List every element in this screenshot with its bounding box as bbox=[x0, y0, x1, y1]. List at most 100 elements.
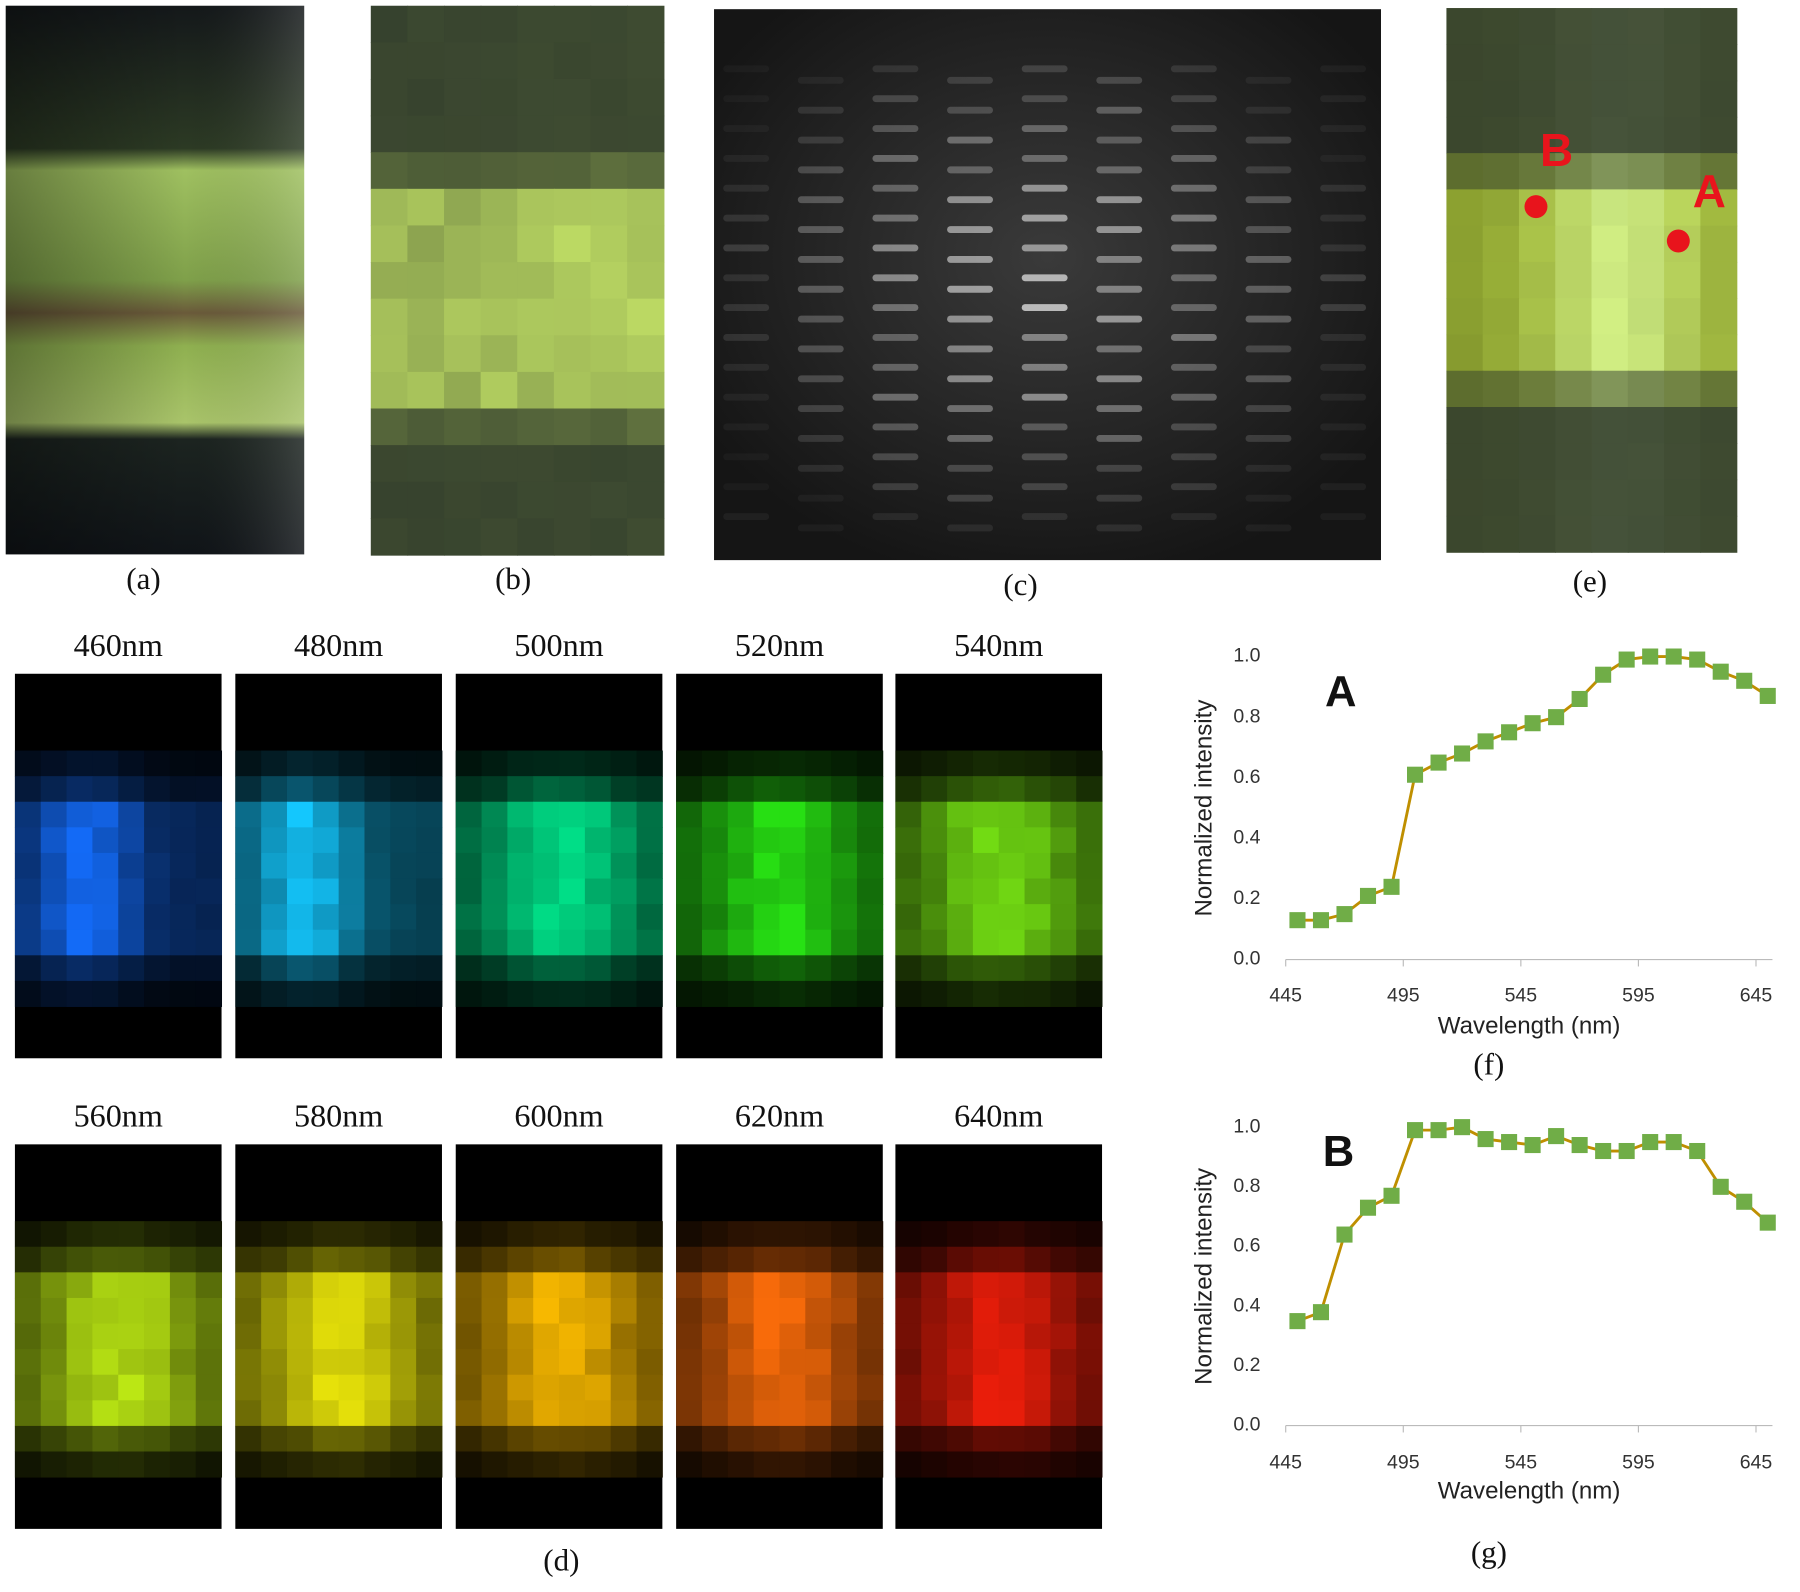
panel-label: (f) bbox=[1473, 1047, 1504, 1082]
pixel bbox=[553, 225, 592, 263]
marker bbox=[1712, 663, 1729, 680]
pixel bbox=[1024, 1297, 1051, 1324]
pixel bbox=[921, 801, 948, 828]
wavelength-label: 640nm bbox=[954, 1097, 1043, 1133]
pixel bbox=[636, 1425, 663, 1452]
pixel bbox=[895, 1425, 922, 1452]
pixel bbox=[998, 1221, 1026, 1248]
pixel bbox=[727, 827, 755, 854]
pixel bbox=[533, 801, 560, 828]
pixel bbox=[1518, 407, 1556, 444]
pixel bbox=[676, 980, 703, 1007]
pixel bbox=[1591, 334, 1629, 372]
pixel bbox=[1700, 298, 1738, 336]
streak bbox=[1170, 184, 1217, 192]
pixel bbox=[590, 408, 628, 446]
pixel bbox=[455, 1221, 483, 1248]
pixel bbox=[235, 1349, 262, 1376]
pixel bbox=[856, 1400, 884, 1427]
pixel bbox=[1591, 225, 1629, 263]
pixel bbox=[364, 980, 391, 1007]
pixel bbox=[627, 371, 665, 410]
pixel bbox=[481, 929, 508, 956]
pixel bbox=[1700, 515, 1738, 553]
pixel bbox=[455, 852, 483, 879]
pixel bbox=[1482, 189, 1520, 227]
pixel bbox=[533, 1425, 560, 1452]
streak bbox=[797, 106, 844, 114]
pixel bbox=[370, 481, 409, 520]
pixel bbox=[1627, 80, 1665, 118]
pixel bbox=[676, 1221, 703, 1248]
pixel bbox=[195, 1297, 223, 1324]
pixel bbox=[390, 1451, 417, 1478]
pixel bbox=[1050, 1323, 1077, 1350]
pixel bbox=[1076, 1323, 1103, 1350]
pixel bbox=[584, 1349, 612, 1376]
pixel bbox=[312, 1400, 340, 1427]
streak bbox=[1245, 226, 1292, 234]
pixel bbox=[444, 78, 482, 117]
pixel bbox=[370, 335, 409, 373]
pixel bbox=[444, 5, 482, 44]
pixel bbox=[66, 980, 93, 1007]
pixel bbox=[390, 1400, 417, 1427]
pixel bbox=[831, 801, 858, 828]
pixel bbox=[921, 1374, 948, 1401]
pixel bbox=[895, 776, 922, 803]
pixel bbox=[338, 1297, 365, 1324]
image-a-shade bbox=[5, 5, 305, 555]
annotation: A bbox=[1325, 668, 1357, 716]
pixel bbox=[507, 801, 534, 828]
pixel bbox=[1050, 1246, 1077, 1273]
pixel bbox=[1482, 370, 1520, 408]
x-tick-label: 645 bbox=[1740, 1452, 1773, 1474]
pixel bbox=[701, 776, 729, 803]
streak bbox=[1096, 345, 1143, 353]
pixel bbox=[390, 955, 417, 982]
pixel bbox=[312, 801, 340, 828]
pixel bbox=[895, 1374, 922, 1401]
pixel bbox=[169, 1297, 197, 1324]
pixel bbox=[14, 776, 42, 803]
pixel bbox=[312, 750, 340, 777]
pixel bbox=[590, 188, 628, 227]
streak bbox=[872, 244, 919, 252]
pixel bbox=[779, 980, 806, 1007]
streak bbox=[1096, 255, 1143, 263]
pixel bbox=[507, 1323, 534, 1350]
streak bbox=[1096, 464, 1143, 472]
pixel bbox=[312, 1246, 340, 1273]
pixel bbox=[584, 980, 612, 1007]
pixel bbox=[1591, 479, 1629, 517]
pixel bbox=[947, 1246, 974, 1273]
pixel bbox=[636, 1349, 663, 1376]
streak bbox=[797, 494, 844, 502]
x-tick-label: 545 bbox=[1505, 1452, 1538, 1474]
pixel bbox=[1446, 407, 1484, 444]
streak bbox=[1170, 214, 1217, 222]
pixel bbox=[753, 1323, 780, 1350]
pixel bbox=[998, 980, 1026, 1007]
pixel bbox=[584, 852, 612, 879]
streak bbox=[797, 405, 844, 413]
pixel bbox=[727, 955, 755, 982]
pixel bbox=[610, 1272, 638, 1299]
pixel bbox=[1627, 334, 1665, 372]
pixel bbox=[895, 1272, 922, 1299]
marker bbox=[1571, 1137, 1588, 1154]
pixel bbox=[364, 1349, 391, 1376]
pixel bbox=[312, 1272, 340, 1299]
pixel bbox=[507, 1221, 534, 1248]
pixel bbox=[947, 1349, 974, 1376]
streak bbox=[947, 315, 993, 323]
pixel bbox=[947, 776, 974, 803]
pixel bbox=[1446, 225, 1484, 263]
pixel bbox=[998, 955, 1026, 982]
streak bbox=[723, 513, 770, 520]
marker bbox=[1595, 666, 1612, 683]
pixel bbox=[947, 1297, 974, 1324]
pixel bbox=[947, 1374, 974, 1401]
pixel bbox=[455, 955, 483, 982]
pixel bbox=[286, 878, 314, 905]
